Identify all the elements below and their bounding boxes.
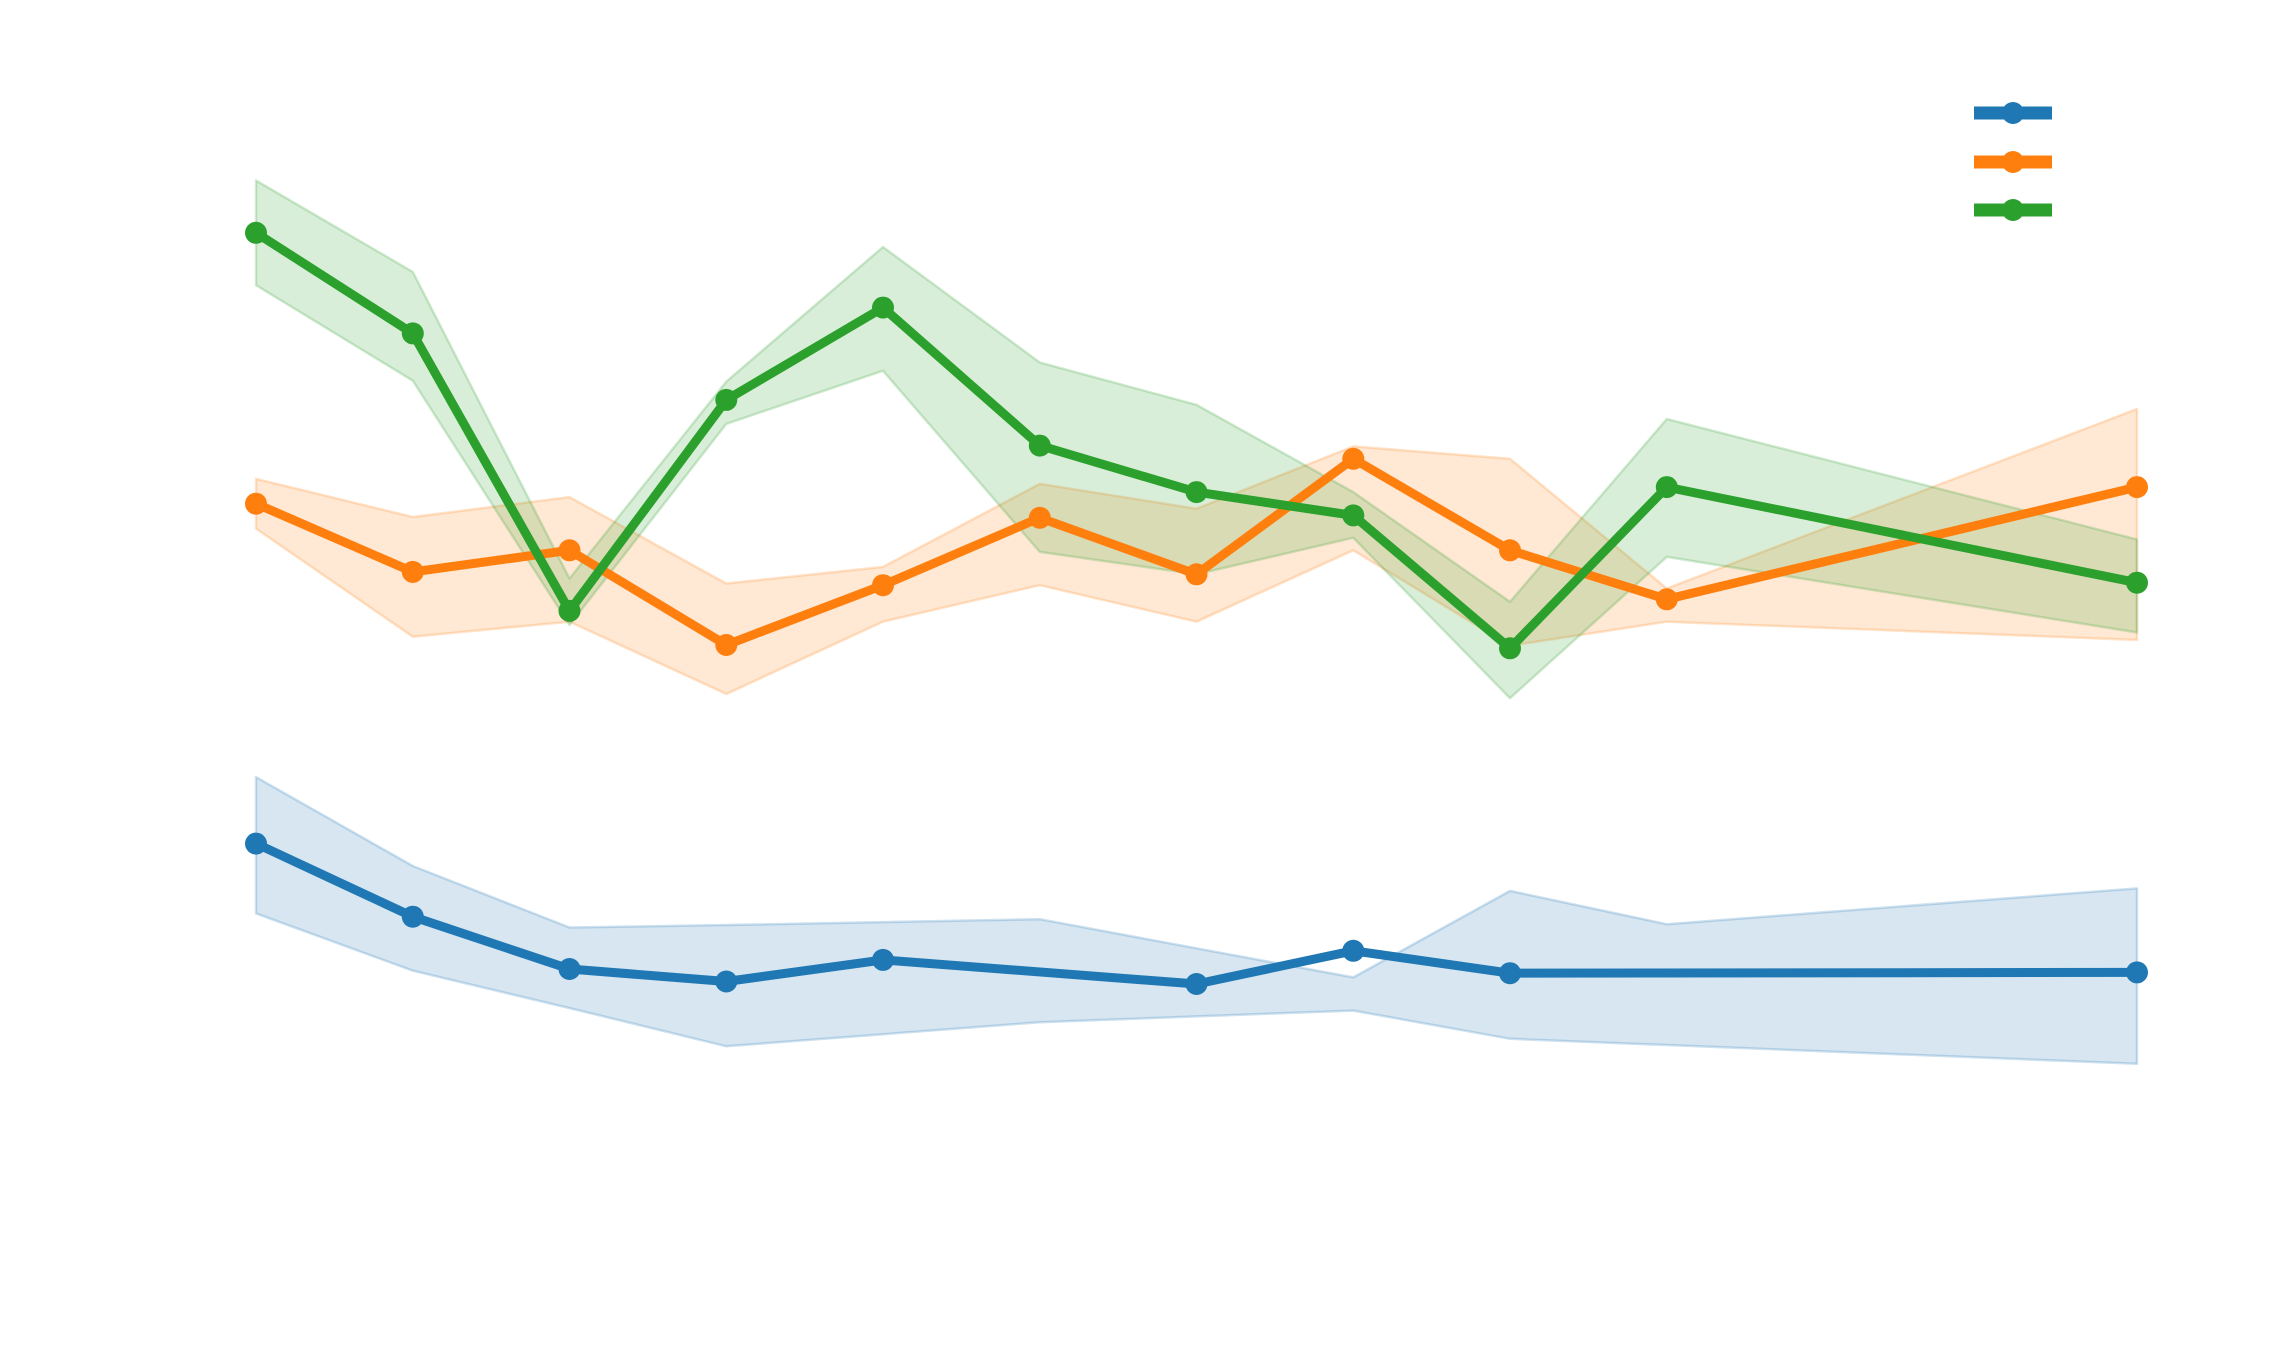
legend-marker-series-2 <box>2002 151 2024 173</box>
point-series-1-2 <box>401 905 424 928</box>
point-series-2-5 <box>872 574 894 597</box>
point-series-3-11 <box>2126 571 2148 594</box>
point-series-3-10 <box>1655 476 1678 499</box>
point-series-2-4 <box>715 634 738 656</box>
point-series-1-1 <box>245 832 267 855</box>
point-series-3-8 <box>1342 504 1365 527</box>
point-series-3-4 <box>715 388 738 411</box>
point-series-3-9 <box>1499 637 1521 660</box>
band-series-2 <box>254 407 2139 696</box>
band-series-3 <box>254 179 2139 700</box>
point-series-1-4 <box>715 970 738 993</box>
point-series-3-1 <box>245 221 267 244</box>
point-series-1-5 <box>872 948 894 971</box>
legend <box>1974 102 2052 221</box>
point-series-1-9 <box>2126 961 2148 984</box>
point-series-1-7 <box>1342 939 1365 962</box>
series-markers <box>245 221 2148 995</box>
point-series-3-5 <box>872 296 894 319</box>
point-series-2-9 <box>1499 539 1521 562</box>
point-series-2-7 <box>1185 563 1208 586</box>
point-series-2-8 <box>1342 447 1365 470</box>
point-series-2-2 <box>401 560 424 583</box>
point-series-2-1 <box>245 492 267 515</box>
point-series-2-11 <box>2126 476 2148 499</box>
legend-marker-series-3 <box>2002 199 2024 221</box>
point-series-3-6 <box>1028 434 1051 457</box>
point-series-3-2 <box>401 322 424 345</box>
band-series-1 <box>254 775 2139 1066</box>
point-series-3-7 <box>1185 481 1208 504</box>
point-series-2-3 <box>558 539 581 562</box>
legend-marker-series-1 <box>2002 102 2024 124</box>
point-series-2-10 <box>1655 588 1678 611</box>
point-series-1-8 <box>1499 962 1521 985</box>
point-series-2-6 <box>1028 506 1051 529</box>
point-series-1-6 <box>1185 973 1208 995</box>
point-series-3-3 <box>558 599 581 622</box>
point-series-1-3 <box>558 958 581 980</box>
confidence-bands <box>254 179 2139 1066</box>
